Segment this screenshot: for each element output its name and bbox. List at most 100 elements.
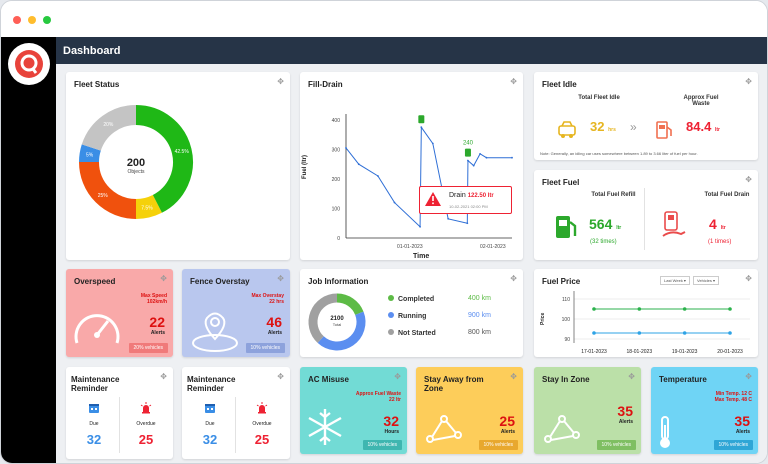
overdue-label: Overdue [252, 421, 272, 427]
move-icon[interactable]: ✥ [745, 274, 752, 283]
y-tick-label: 400 [332, 118, 341, 124]
fleet-fuel-card[interactable]: Fleet Fuel ✥ Total Fuel Refill 564 ltr (… [534, 170, 758, 260]
x-tick-label: 01-01-2023 [397, 244, 423, 250]
overspeed-sub: Max Speed [140, 293, 167, 299]
fence-sub2: 22 hrs [269, 299, 284, 305]
stayaway-value: 25 [499, 413, 515, 429]
donut-segment[interactable] [79, 144, 101, 163]
overdue-label: Overdue [136, 421, 156, 427]
move-icon[interactable]: ✥ [160, 372, 167, 381]
stay-away-card[interactable]: Stay Away from Zone ✥ 25 Alerts 10% vehi… [416, 367, 523, 454]
job-dot [388, 312, 394, 318]
x-tick-label: 20-01-2023 [717, 349, 743, 355]
price-point[interactable] [682, 307, 687, 311]
refill-times: (32 times) [590, 239, 617, 245]
card-title: Fence Overstay [190, 277, 250, 286]
donut-label: 7.5% [141, 206, 153, 212]
ac-misuse-card[interactable]: AC Misuse ✥ Approx Fuel Waste 22 ltr 32 … [300, 367, 407, 454]
peak-label: 240 [463, 141, 474, 147]
geofence-icon [192, 312, 238, 352]
drain-alert-tooltip[interactable]: Drain 122.50 ltr 10-02-2021 02:00 PM [419, 186, 512, 214]
fuel-event-marker[interactable] [464, 148, 471, 157]
move-icon[interactable]: ✥ [277, 274, 284, 283]
donut-segment[interactable] [135, 194, 162, 219]
price-point[interactable] [637, 307, 642, 311]
overspeed-badge: 20% vehicles [128, 343, 168, 353]
card-title: Stay In Zone [542, 375, 590, 384]
x-tick-label: 18-01-2023 [627, 349, 653, 355]
donut-segment[interactable] [336, 293, 364, 316]
maintenance-reminder-card-2[interactable]: Maintenance Reminder ✥ Due 32 Overdue 25 [182, 367, 290, 459]
card-title: Fuel Price [542, 277, 581, 286]
move-icon[interactable]: ✥ [277, 77, 284, 86]
minimize-dot[interactable] [28, 16, 36, 24]
price-point[interactable] [637, 331, 642, 335]
move-icon[interactable]: ✥ [745, 372, 752, 381]
fuel-series-line [345, 125, 512, 228]
move-icon[interactable]: ✥ [277, 372, 284, 381]
maximize-dot[interactable] [43, 16, 51, 24]
donut-segment[interactable] [308, 293, 338, 343]
ac-sub2: 22 ltr [389, 397, 401, 403]
period-select[interactable]: Last Week ▾ [660, 276, 690, 285]
donut-segment[interactable] [135, 105, 193, 213]
price-point[interactable] [592, 307, 596, 311]
ac-sub: Approx Fuel Waste [355, 391, 401, 397]
move-icon[interactable]: ✥ [745, 77, 752, 86]
card-title: Fleet Idle [542, 80, 577, 89]
donut-label: 42.5% [175, 149, 190, 155]
job-unit: km [481, 329, 491, 336]
move-icon[interactable]: ✥ [628, 372, 635, 381]
vehicle-select[interactable]: Vehicles ▾ [693, 276, 720, 285]
job-information-card[interactable]: Job Information ✥ 2100 Total Completed 40… [300, 269, 523, 357]
move-icon[interactable]: ✥ [510, 372, 517, 381]
fill-drain-chart: 400 300 200 100 0 01-01-2023 02-01-2023 240 [332, 114, 513, 250]
fence-badge: 10% vehicles [245, 343, 285, 353]
stay-in-zone-card[interactable]: Stay In Zone ✥ 35 Alerts 10% vehicles [534, 367, 641, 454]
zone-route-icon [426, 415, 462, 443]
calendar-icon [205, 404, 215, 413]
overspeed-card[interactable]: Overspeed ✥ Max Speed 102km/h 22 Alerts … [66, 269, 173, 357]
fence-overstay-card[interactable]: Fence Overstay ✥ Max Overstay 22 hrs 46 … [182, 269, 290, 357]
brand-logo[interactable] [8, 43, 50, 85]
fuel-price-card[interactable]: Fuel Price Last Week ▾ Vehicles ▾ ✥ 110 1… [534, 269, 758, 357]
job-total: 2100 [330, 316, 344, 322]
move-icon[interactable]: ✥ [745, 175, 752, 184]
page-title: Dashboard [56, 37, 767, 64]
move-icon[interactable]: ✥ [394, 372, 401, 381]
title-bar [1, 1, 767, 37]
card-title: Stay Away from Zone [424, 375, 484, 393]
fuel-event-marker[interactable] [418, 115, 425, 124]
data-point [511, 156, 513, 159]
close-dot[interactable] [13, 16, 21, 24]
job-value: 400 [468, 295, 480, 302]
move-icon[interactable]: ✥ [510, 274, 517, 283]
siren-icon [140, 402, 152, 414]
maintenance-reminder-card[interactable]: Maintenance Reminder ✥ Due 32 Overdue 25 [66, 367, 173, 459]
fleet-status-card[interactable]: Fleet Status ✥ 42.5% 7.5% 25% 5% 20% 200 Obj… [66, 72, 290, 260]
fill-drain-card[interactable]: Fill-Drain ✥ 400 300 200 100 0 01-01-2023 02-0… [300, 72, 523, 260]
job-total-label: Total [332, 322, 342, 327]
price-point[interactable] [682, 331, 687, 335]
price-point[interactable] [592, 331, 596, 335]
card-title: AC Misuse [308, 375, 349, 384]
card-title: Fleet Fuel [542, 178, 580, 187]
temp-value: 35 [734, 413, 750, 429]
price-point[interactable] [728, 307, 732, 311]
alert-value: 122.50 ltr [467, 193, 494, 199]
ac-badge: 10% vehicles [362, 440, 402, 450]
move-icon[interactable]: ✥ [160, 274, 167, 283]
price-point[interactable] [728, 331, 732, 335]
refill-unit: ltr [616, 225, 622, 231]
temperature-card[interactable]: Temperature ✥ Min Temp. 12 C Max Temp. 4… [651, 367, 758, 454]
stayin-value: 35 [617, 403, 633, 419]
move-icon[interactable]: ✥ [510, 77, 517, 86]
job-donut [308, 293, 366, 351]
donut-segment[interactable] [81, 105, 137, 152]
donut-segment[interactable] [79, 161, 137, 219]
x-tick-label: 17-01-2023 [581, 349, 607, 355]
fleet-idle-card[interactable]: Fleet Idle ✥ Total Fleet Idle 32 hrs » A… [534, 72, 758, 160]
ac-hours: Hours [384, 429, 399, 435]
y-tick-label: 90 [564, 337, 570, 343]
donut-segment[interactable] [317, 311, 366, 351]
